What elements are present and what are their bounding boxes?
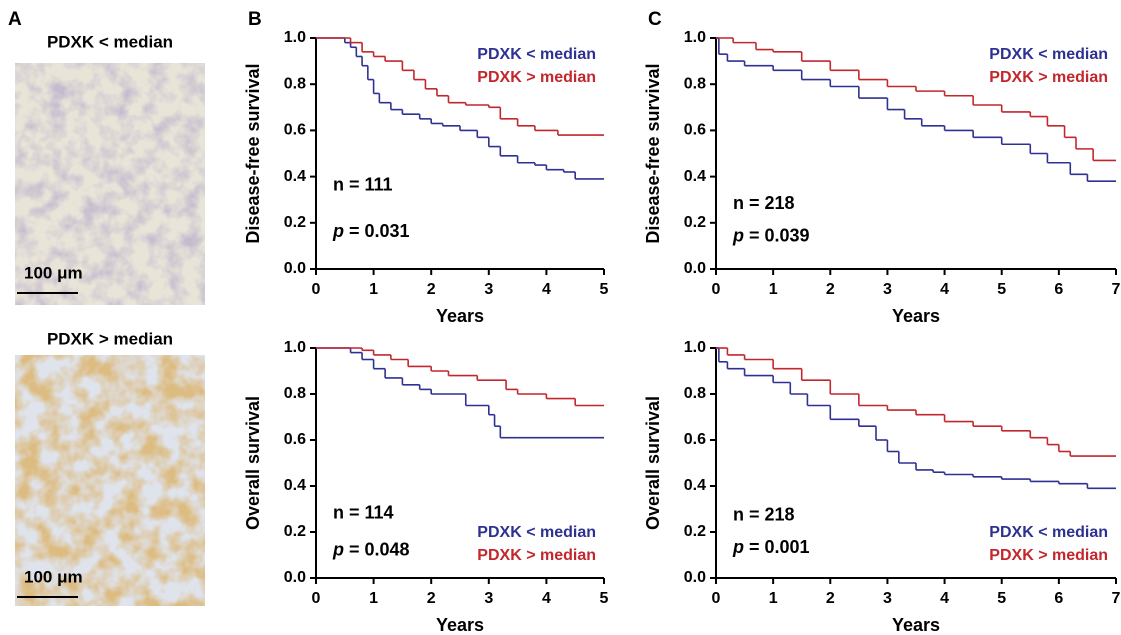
x-tick-label: 2	[826, 281, 835, 298]
x-tick-label: 2	[826, 590, 835, 607]
x-tick-label: 4	[940, 281, 949, 298]
stat-n: n = 218	[733, 193, 795, 213]
y-tick-label: 1.0	[684, 29, 706, 46]
y-axis-title: Overall survival	[243, 396, 263, 530]
x-tick-label: 7	[1112, 590, 1121, 607]
legend-entry: PDXK < median	[989, 524, 1108, 541]
x-tick-label: 5	[997, 590, 1006, 607]
y-axis-title: Overall survival	[643, 396, 663, 530]
y-tick-label: 0.4	[284, 477, 306, 494]
y-tick-label: 0.8	[284, 385, 306, 402]
panel-label: A	[8, 9, 22, 30]
image-title: PDXK < median	[47, 32, 173, 51]
x-tick-label: 5	[600, 281, 609, 298]
x-tick-label: 3	[484, 590, 493, 607]
y-tick-label: 1.0	[284, 339, 306, 356]
x-tick-label: 1	[369, 281, 378, 298]
x-tick-label: 5	[600, 590, 609, 607]
x-tick-label: 3	[883, 281, 892, 298]
p-value: = 0.031	[349, 221, 410, 241]
legend-entry: PDXK > median	[477, 547, 596, 564]
y-tick-label: 0.0	[684, 260, 706, 277]
y-tick-label: 0.2	[684, 523, 706, 540]
y-tick-label: 0.2	[284, 523, 306, 540]
y-tick-label: 0.4	[684, 477, 706, 494]
p-symbol: p	[332, 539, 344, 559]
y-tick-label: 0.0	[284, 260, 306, 277]
x-tick-label: 6	[1054, 590, 1063, 607]
p-symbol: p	[732, 225, 744, 245]
y-tick-label: 1.0	[684, 339, 706, 356]
y-tick-label: 0.4	[684, 168, 706, 185]
y-tick-label: 0.6	[684, 122, 706, 139]
stat-p: p = 0.039	[732, 225, 810, 245]
histology-texture	[15, 63, 205, 305]
stat-p: p = 0.031	[332, 221, 410, 241]
x-tick-label: 2	[427, 281, 436, 298]
y-tick-label: 1.0	[284, 29, 306, 46]
x-tick-label: 0	[712, 281, 721, 298]
y-tick-label: 0.2	[684, 214, 706, 231]
y-tick-label: 0.2	[284, 214, 306, 231]
y-tick-label: 0.0	[284, 569, 306, 586]
x-tick-label: 4	[940, 590, 949, 607]
x-tick-label: 3	[484, 281, 493, 298]
histology-texture	[15, 355, 205, 606]
scale-bar-label: 100 μm	[24, 263, 83, 282]
y-tick-label: 0.8	[684, 75, 706, 92]
x-tick-label: 4	[542, 590, 551, 607]
stat-n: n = 111	[333, 175, 393, 195]
p-value: = 0.039	[749, 225, 810, 245]
y-tick-label: 0.8	[684, 385, 706, 402]
panel-label: B	[248, 9, 262, 30]
x-axis-title: Years	[892, 615, 940, 635]
x-tick-label: 1	[769, 281, 778, 298]
x-tick-label: 3	[883, 590, 892, 607]
y-axis-title: Disease-free survival	[643, 63, 663, 243]
y-tick-label: 0.0	[684, 569, 706, 586]
x-tick-label: 6	[1054, 281, 1063, 298]
x-axis-title: Years	[436, 306, 484, 326]
x-tick-label: 0	[312, 590, 321, 607]
legend-entry: PDXK > median	[989, 69, 1108, 86]
p-value: = 0.048	[349, 539, 410, 559]
y-tick-label: 0.8	[284, 75, 306, 92]
legend-entry: PDXK > median	[477, 69, 596, 86]
panel-label: C	[648, 9, 662, 30]
stat-n: n = 114	[333, 502, 394, 522]
x-axis-title: Years	[892, 306, 940, 326]
y-tick-label: 0.6	[284, 122, 306, 139]
x-tick-label: 0	[312, 281, 321, 298]
scale-bar-label: 100 μm	[24, 567, 83, 586]
p-value: = 0.001	[749, 537, 810, 557]
x-tick-label: 5	[997, 281, 1006, 298]
y-tick-label: 0.6	[684, 431, 706, 448]
stat-p: p = 0.001	[732, 537, 810, 557]
legend-entry: PDXK < median	[477, 46, 596, 63]
x-tick-label: 1	[769, 590, 778, 607]
y-tick-label: 0.6	[284, 431, 306, 448]
legend-entry: PDXK < median	[989, 46, 1108, 63]
x-tick-label: 2	[427, 590, 436, 607]
x-tick-label: 7	[1112, 281, 1121, 298]
p-symbol: p	[732, 537, 744, 557]
p-symbol: p	[332, 221, 344, 241]
image-title: PDXK > median	[47, 329, 173, 348]
legend-entry: PDXK > median	[989, 547, 1108, 564]
legend-entry: PDXK < median	[477, 524, 596, 541]
x-tick-label: 0	[712, 590, 721, 607]
stat-p: p = 0.048	[332, 539, 410, 559]
stat-n: n = 218	[733, 505, 795, 525]
x-tick-label: 4	[542, 281, 551, 298]
x-tick-label: 1	[369, 590, 378, 607]
x-axis-title: Years	[436, 615, 484, 635]
y-axis-title: Disease-free survival	[243, 63, 263, 243]
y-tick-label: 0.4	[284, 168, 306, 185]
